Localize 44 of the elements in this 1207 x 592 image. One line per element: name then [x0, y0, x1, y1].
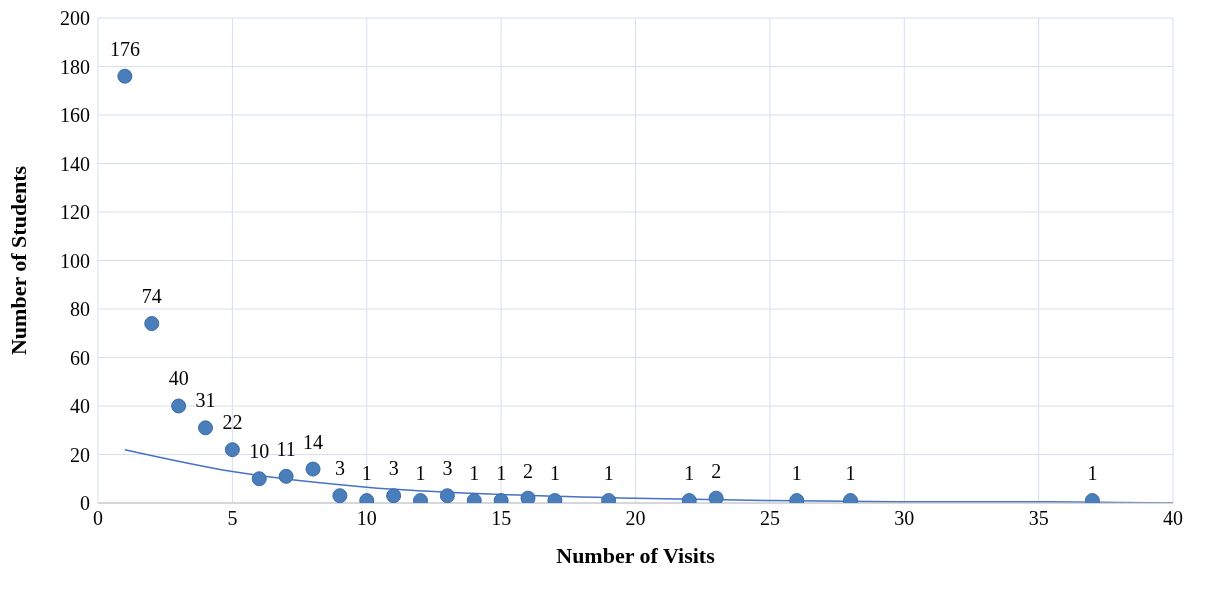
data-label: 1: [361, 462, 372, 485]
y-tick-label: 40: [70, 395, 90, 418]
data-label: 1: [684, 462, 695, 485]
y-tick-label: 20: [70, 443, 90, 466]
x-tick-label: 15: [491, 507, 512, 530]
data-label: 176: [109, 37, 140, 60]
data-label: 1: [845, 462, 856, 485]
y-tick-label: 0: [80, 492, 90, 515]
data-label: 74: [141, 285, 162, 308]
x-tick-label: 30: [894, 507, 915, 530]
data-label: 1: [549, 462, 560, 485]
x-axis-title: Number of Visits: [556, 543, 716, 568]
data-label: 1: [1087, 462, 1098, 485]
data-label: 1: [603, 462, 614, 485]
x-tick-label: 10: [356, 507, 377, 530]
data-label: 1: [791, 462, 802, 485]
x-tick-label: 20: [625, 507, 646, 530]
y-tick-label: 200: [60, 7, 90, 30]
data-label: 3: [442, 457, 453, 480]
y-tick-label: 160: [60, 104, 90, 127]
data-label: 40: [168, 367, 189, 390]
y-tick-label: 60: [70, 346, 90, 369]
data-label: 10: [249, 440, 270, 463]
data-label: 1: [469, 462, 480, 485]
y-tick-label: 120: [60, 201, 90, 224]
y-tick-label: 80: [70, 298, 90, 321]
data-label: 22: [222, 411, 243, 434]
x-tick-label: 40: [1163, 507, 1183, 530]
data-label: 3: [334, 457, 345, 480]
data-label: 1: [496, 462, 507, 485]
data-label: 11: [276, 437, 296, 460]
y-tick-label: 100: [60, 249, 90, 272]
data-label: 31: [195, 389, 216, 412]
data-label: 14: [303, 430, 323, 453]
data-label: 2: [711, 459, 722, 482]
x-tick-label: 5: [227, 507, 238, 530]
y-axis-title: Number of Students: [5, 165, 31, 356]
data-label: 2: [523, 459, 533, 482]
x-tick-label: 25: [759, 507, 780, 530]
x-tick-label: 35: [1028, 507, 1049, 530]
data-label: 3: [388, 457, 399, 480]
y-tick-label: 140: [60, 152, 90, 175]
y-tick-label: 180: [60, 55, 90, 78]
data-label: 1: [415, 462, 426, 485]
